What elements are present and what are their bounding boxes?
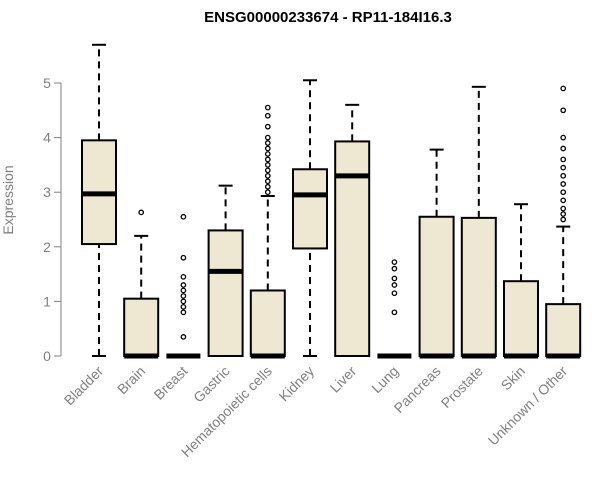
outlier-point <box>264 134 271 141</box>
box-pancreas <box>418 148 455 359</box>
outlier-point <box>391 309 398 316</box>
outlier-point <box>560 164 567 171</box>
y-tick-label: 2 <box>43 239 51 255</box>
box <box>545 303 582 358</box>
box <box>207 229 244 357</box>
x-category-label: Brain <box>114 363 148 397</box>
box <box>249 289 286 358</box>
outlier-point <box>264 189 271 196</box>
outlier-point <box>560 205 567 212</box>
y-axis: 0 1 2 3 4 5 <box>43 75 62 364</box>
box-prostate <box>460 85 497 359</box>
x-category-label: Unknown / Other <box>485 363 571 449</box>
box-gastric <box>207 184 244 357</box>
outlier-point <box>560 197 567 204</box>
y-tick-label: 0 <box>43 348 51 364</box>
outlier-point <box>560 156 567 163</box>
y-tick-label: 3 <box>43 184 51 200</box>
outlier-point <box>180 282 187 288</box>
outlier-point <box>264 145 271 152</box>
outlier-point <box>180 298 187 305</box>
x-category-label: Liver <box>327 363 360 396</box>
outlier-point <box>264 112 271 119</box>
outlier-point <box>264 178 271 185</box>
outlier-point <box>180 309 187 316</box>
box-lung <box>377 259 412 359</box>
y-tick-label: 1 <box>43 293 51 309</box>
outlier-point <box>264 104 271 111</box>
outlier-point <box>560 211 567 217</box>
box <box>460 216 497 357</box>
outlier-point <box>264 123 271 130</box>
outlier-point <box>264 183 271 190</box>
outlier-point <box>264 172 271 179</box>
outlier-point <box>180 213 187 220</box>
outlier-point <box>264 151 271 157</box>
box <box>292 168 328 250</box>
x-category-label: Skin <box>498 363 529 394</box>
outlier-point <box>391 259 398 265</box>
outlier-point <box>560 134 567 141</box>
box-kidney <box>292 79 328 357</box>
box <box>418 215 455 357</box>
chart-title: ENSG00000233674 - RP11-184I16.3 <box>204 9 452 26</box>
outlier-point <box>138 209 145 216</box>
outlier-point <box>180 293 187 299</box>
box <box>123 297 160 358</box>
outlier-point <box>180 304 187 310</box>
outlier-point <box>391 290 398 297</box>
outlier-point <box>264 162 271 168</box>
x-category-label: Breast <box>151 363 191 403</box>
y-axis-label: Expression <box>0 165 16 234</box>
outlier-point <box>560 181 567 187</box>
y-tick-label: 5 <box>43 75 51 91</box>
outlier-point <box>560 107 567 114</box>
x-category-label: Bladder <box>61 363 107 409</box>
outlier-point <box>560 216 567 223</box>
x-category-label: Prostate <box>438 363 486 411</box>
outlier-point <box>264 140 271 146</box>
box-liver <box>334 103 371 357</box>
outlier-point <box>391 282 398 288</box>
outlier-point <box>391 275 398 282</box>
outlier-point <box>180 273 187 280</box>
outlier-point <box>560 145 567 152</box>
box-skin <box>503 203 539 359</box>
outlier-point <box>264 167 271 174</box>
x-category-label: Kidney <box>276 363 318 405</box>
outlier-point <box>560 85 567 92</box>
box-breast <box>166 213 201 359</box>
outlier-point <box>560 189 567 196</box>
outlier-point <box>180 254 187 261</box>
box-hematopoietic-cells <box>249 104 286 359</box>
y-tick-label: 4 <box>43 130 51 146</box>
box-brain <box>123 209 160 359</box>
outlier-point <box>180 287 187 294</box>
x-category-label: Pancreas <box>391 363 444 416</box>
plot-area <box>81 43 582 359</box>
outlier-point <box>560 172 567 179</box>
x-category-label: Lung <box>368 363 401 396</box>
box-bladder <box>81 43 117 357</box>
outlier-point <box>391 265 398 272</box>
box <box>503 280 539 357</box>
outlier-point <box>180 334 187 340</box>
box-unknown-other <box>545 85 582 359</box>
outlier-point <box>264 156 271 163</box>
